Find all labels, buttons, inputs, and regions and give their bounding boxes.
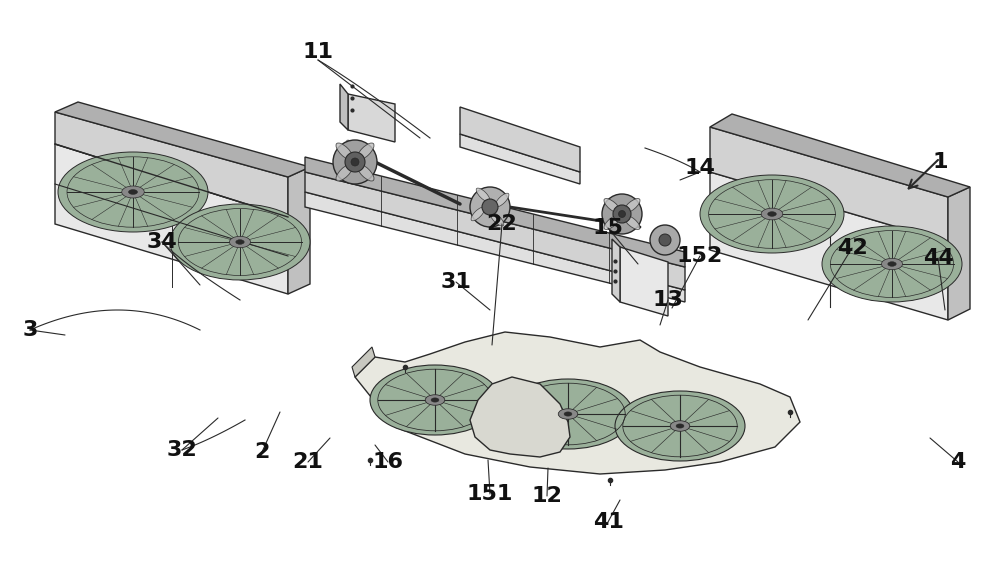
Ellipse shape	[230, 236, 250, 248]
Polygon shape	[305, 157, 685, 267]
Ellipse shape	[624, 198, 640, 213]
Ellipse shape	[357, 143, 374, 160]
Ellipse shape	[604, 215, 620, 229]
Ellipse shape	[122, 186, 144, 198]
Ellipse shape	[128, 189, 138, 194]
Circle shape	[345, 152, 365, 172]
Text: 13: 13	[653, 290, 683, 310]
Ellipse shape	[822, 226, 962, 302]
Ellipse shape	[490, 212, 504, 226]
Polygon shape	[710, 127, 948, 242]
Text: 41: 41	[593, 512, 623, 532]
Text: 3: 3	[22, 320, 38, 340]
Polygon shape	[612, 239, 620, 302]
Text: 42: 42	[837, 238, 867, 258]
Ellipse shape	[882, 259, 902, 270]
Polygon shape	[710, 114, 970, 197]
Polygon shape	[55, 102, 310, 177]
Polygon shape	[305, 192, 685, 302]
Text: 31: 31	[441, 272, 471, 292]
Polygon shape	[352, 347, 375, 377]
Ellipse shape	[357, 164, 374, 181]
Ellipse shape	[236, 240, 244, 244]
Circle shape	[602, 194, 642, 234]
Ellipse shape	[615, 391, 745, 461]
Ellipse shape	[564, 412, 572, 416]
Text: 21: 21	[293, 452, 323, 472]
Ellipse shape	[336, 164, 353, 181]
Text: 152: 152	[677, 246, 723, 266]
Text: 15: 15	[593, 218, 623, 238]
Text: 2: 2	[254, 442, 270, 462]
Ellipse shape	[670, 421, 690, 431]
Ellipse shape	[558, 409, 578, 419]
Polygon shape	[620, 247, 668, 316]
Circle shape	[613, 205, 631, 223]
Polygon shape	[470, 377, 570, 457]
Ellipse shape	[700, 175, 844, 253]
Ellipse shape	[58, 152, 208, 232]
Ellipse shape	[624, 215, 640, 229]
Circle shape	[351, 158, 359, 166]
Text: 44: 44	[923, 248, 953, 268]
Ellipse shape	[761, 208, 783, 220]
Ellipse shape	[170, 204, 310, 280]
Text: 151: 151	[467, 484, 513, 504]
Polygon shape	[710, 172, 948, 320]
Text: 12: 12	[532, 486, 562, 506]
Polygon shape	[305, 172, 685, 290]
Polygon shape	[348, 94, 395, 142]
Polygon shape	[340, 84, 348, 130]
Ellipse shape	[888, 262, 896, 266]
Ellipse shape	[676, 424, 684, 428]
Circle shape	[482, 199, 498, 215]
Text: 4: 4	[950, 452, 966, 472]
Polygon shape	[288, 167, 310, 294]
Ellipse shape	[495, 193, 509, 207]
Polygon shape	[55, 112, 288, 217]
Ellipse shape	[425, 395, 445, 405]
Circle shape	[650, 225, 680, 255]
Ellipse shape	[768, 212, 776, 216]
Ellipse shape	[370, 365, 500, 435]
Ellipse shape	[604, 198, 620, 213]
Circle shape	[618, 211, 626, 217]
Text: 1: 1	[932, 152, 948, 172]
Text: 14: 14	[685, 158, 715, 178]
Polygon shape	[460, 107, 580, 172]
Polygon shape	[355, 332, 800, 474]
Ellipse shape	[471, 207, 485, 221]
Polygon shape	[55, 144, 288, 294]
Text: 34: 34	[147, 232, 177, 252]
Text: 32: 32	[167, 440, 197, 460]
Polygon shape	[460, 134, 580, 184]
Ellipse shape	[431, 398, 439, 402]
Circle shape	[470, 187, 510, 227]
Ellipse shape	[476, 188, 490, 202]
Text: 16: 16	[372, 452, 404, 472]
Text: 22: 22	[487, 214, 517, 234]
Polygon shape	[948, 187, 970, 320]
Circle shape	[333, 140, 377, 184]
Text: 11: 11	[302, 42, 334, 62]
Circle shape	[659, 234, 671, 246]
Ellipse shape	[503, 379, 633, 449]
Ellipse shape	[336, 143, 353, 160]
